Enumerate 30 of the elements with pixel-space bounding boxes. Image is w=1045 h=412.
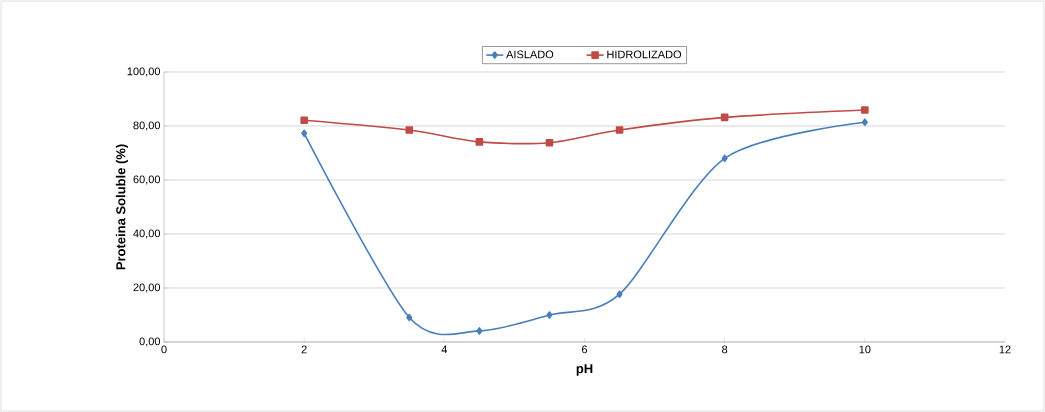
point bbox=[476, 327, 483, 335]
point bbox=[406, 313, 413, 322]
point bbox=[861, 118, 868, 127]
point bbox=[301, 129, 308, 138]
x-tick-label: 12 bbox=[999, 345, 1011, 354]
x-axis-title: pH bbox=[576, 364, 593, 376]
y-tick-label: 40,00 bbox=[133, 229, 161, 239]
point bbox=[405, 126, 414, 134]
y-axis-title: Proteina Soluble (%) bbox=[115, 144, 128, 270]
point bbox=[475, 138, 484, 146]
point bbox=[615, 126, 624, 134]
y-tick-label: 80,00 bbox=[133, 121, 161, 131]
point bbox=[616, 290, 623, 298]
point bbox=[861, 106, 869, 114]
point bbox=[546, 311, 553, 319]
point bbox=[721, 154, 728, 163]
y-tick-label: 20,00 bbox=[133, 283, 161, 293]
x-tick-label: 0 bbox=[161, 345, 167, 354]
x-tick-label: 2 bbox=[301, 345, 307, 354]
point bbox=[300, 116, 308, 125]
x-tick-label: 4 bbox=[441, 345, 448, 354]
legend-label: HIDROLIZADO bbox=[607, 50, 682, 59]
y-tick-label: 60,00 bbox=[133, 175, 161, 185]
x-tick-label: 10 bbox=[859, 345, 871, 354]
y-tick-label: 0,00 bbox=[139, 337, 161, 347]
y-tick-label: 100,00 bbox=[127, 67, 161, 77]
legend-label: AISLADO bbox=[506, 50, 554, 59]
x-tick-label: 8 bbox=[722, 345, 728, 354]
x-tick-label: 6 bbox=[582, 345, 588, 354]
point bbox=[545, 138, 554, 147]
